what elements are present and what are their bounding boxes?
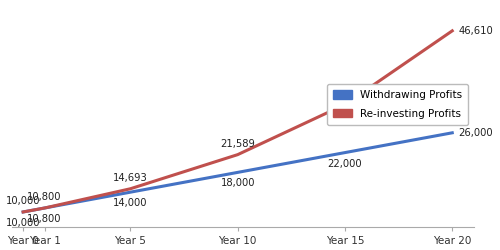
Text: 10,800: 10,800 [28, 192, 62, 202]
Re-investing Profits [234, 153, 240, 156]
Re-investing Profits [20, 210, 26, 214]
Text: 18,000: 18,000 [220, 178, 255, 188]
Withdrawing Profits [342, 151, 348, 154]
Text: 14,000: 14,000 [113, 198, 148, 208]
Re-investing Profits [128, 187, 134, 190]
Re-investing Profits [342, 103, 348, 106]
Re-investing Profits [42, 206, 48, 210]
Text: 26,000: 26,000 [458, 128, 494, 138]
Withdrawing Profits [42, 206, 48, 210]
Line: Withdrawing Profits: Withdrawing Profits [23, 133, 452, 212]
Withdrawing Profits [20, 210, 26, 214]
Text: 10,000: 10,000 [6, 218, 40, 228]
Text: 14,693: 14,693 [113, 173, 148, 183]
Withdrawing Profits [128, 191, 134, 194]
Withdrawing Profits [449, 131, 455, 134]
Text: 10,000: 10,000 [6, 196, 40, 206]
Text: 22,000: 22,000 [328, 158, 362, 168]
Text: 21,589: 21,589 [220, 139, 255, 149]
Re-investing Profits [449, 29, 455, 32]
Line: Re-investing Profits: Re-investing Profits [23, 31, 452, 212]
Withdrawing Profits [234, 171, 240, 174]
Text: 31,722: 31,722 [328, 88, 362, 99]
Legend: Withdrawing Profits, Re-investing Profits: Withdrawing Profits, Re-investing Profit… [327, 84, 468, 125]
Text: 10,800: 10,800 [28, 214, 62, 224]
Text: 46,610: 46,610 [458, 26, 494, 36]
